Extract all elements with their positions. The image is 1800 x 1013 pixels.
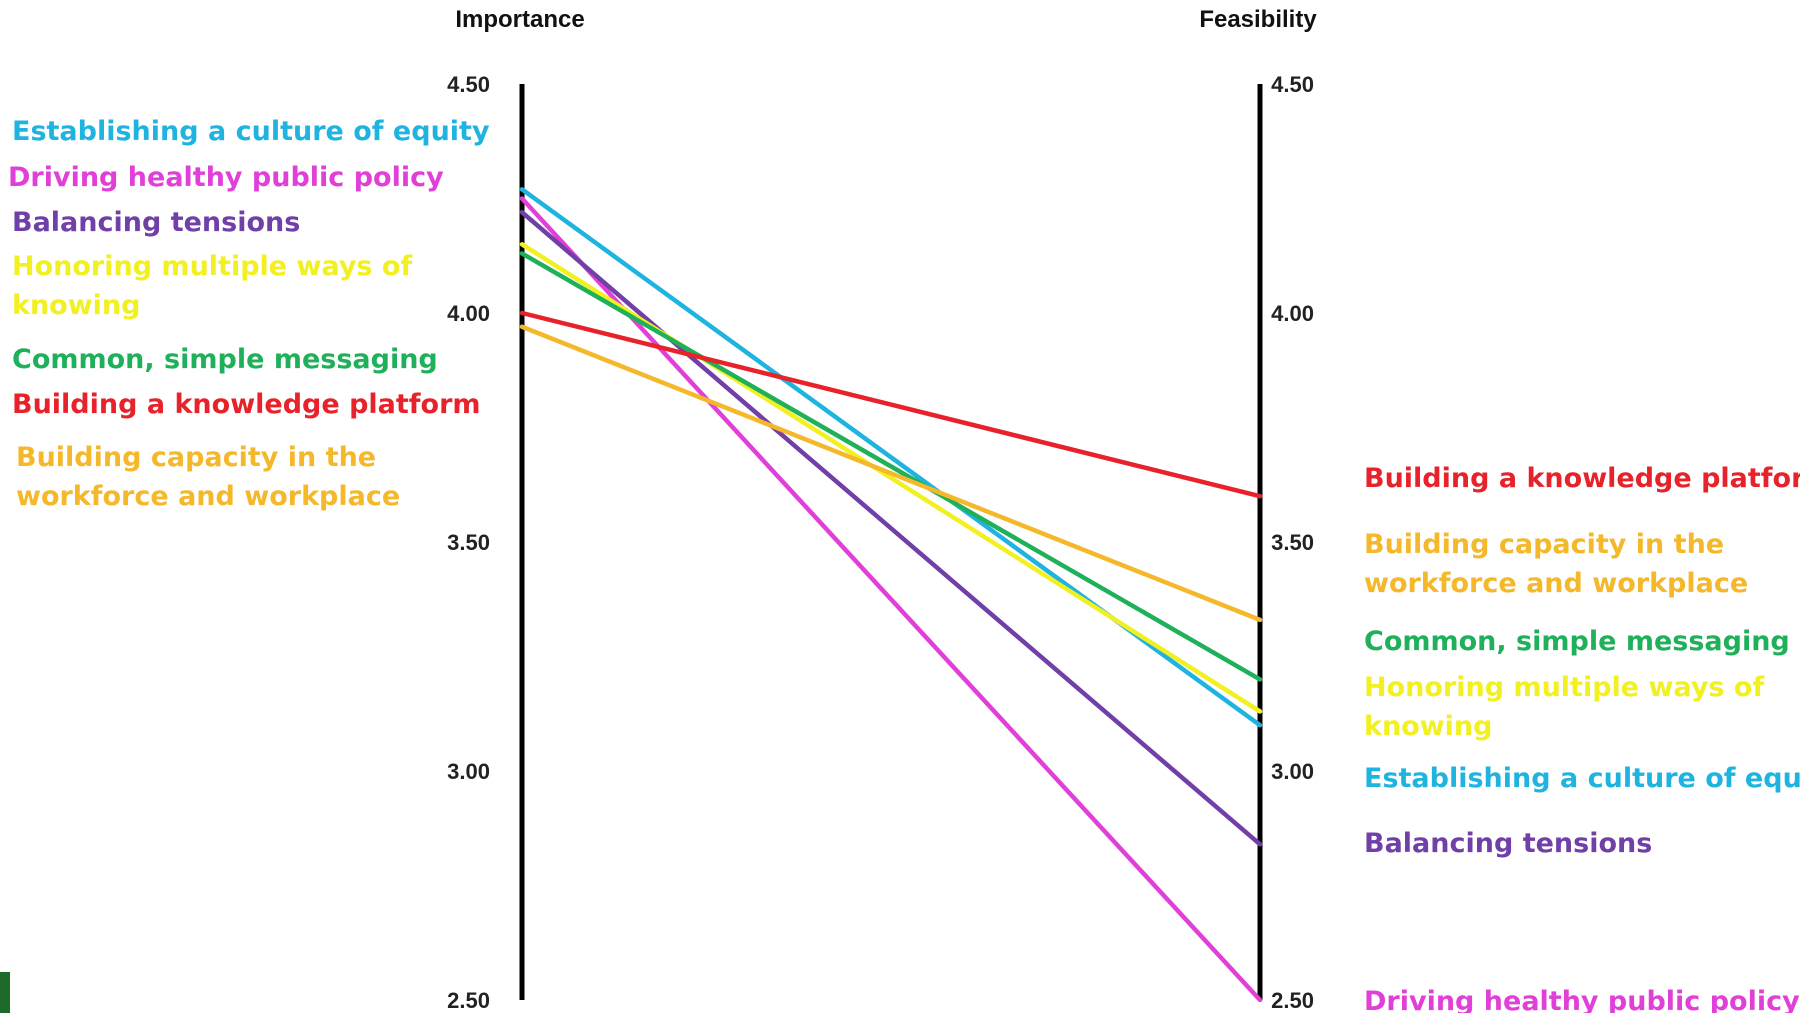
tick-label-right: 4.50 bbox=[1271, 72, 1314, 97]
series-label-left: Building a knowledge platform bbox=[12, 389, 481, 420]
series-label-line: Balancing tensions bbox=[1364, 828, 1652, 859]
tick-label-left: 2.50 bbox=[447, 988, 490, 1013]
series-line bbox=[519, 324, 1263, 623]
corner-mark bbox=[0, 972, 10, 1013]
series-line bbox=[519, 209, 1263, 847]
series-line bbox=[519, 310, 1263, 499]
series-label-line: Honoring multiple ways of bbox=[1364, 672, 1764, 703]
tick-label-right: 3.00 bbox=[1271, 759, 1314, 784]
series-line bbox=[519, 196, 1263, 1003]
series-label-left: Honoring multiple ways of knowing bbox=[12, 251, 412, 321]
series-label-line: knowing bbox=[12, 290, 140, 321]
series-label-line: Common, simple messaging bbox=[1364, 626, 1790, 657]
series-label-right: Establishing a culture of equity bbox=[1364, 763, 1800, 794]
series-label-line: Establishing a culture of equity bbox=[1364, 763, 1800, 794]
series-label-right: Building capacity in the workforce and wo… bbox=[1364, 529, 1748, 599]
series-label-left: Common, simple messaging bbox=[12, 344, 438, 375]
series-label-line: Driving healthy public policy bbox=[1364, 986, 1800, 1013]
series-label-right: Honoring multiple ways of knowing bbox=[1364, 672, 1764, 742]
series-label-left: Building capacity in the workforce and wo… bbox=[16, 442, 400, 512]
tick-label-left: 3.50 bbox=[447, 530, 490, 555]
tick-label-right: 2.50 bbox=[1271, 988, 1314, 1013]
series-label-line: Honoring multiple ways of bbox=[12, 251, 412, 282]
series-label-line: Building a knowledge platform bbox=[12, 389, 481, 420]
series-line bbox=[519, 242, 1263, 714]
series-label-line: Balancing tensions bbox=[12, 207, 300, 238]
series-label-line: Building capacity in the bbox=[1364, 529, 1724, 560]
series-label-line: Common, simple messaging bbox=[12, 344, 438, 375]
series-label-line: Establishing a culture of equity bbox=[12, 116, 490, 147]
series-label-left: Balancing tensions bbox=[12, 207, 300, 238]
series-label-right: Building a knowledge platform bbox=[1364, 463, 1800, 494]
axis-title-importance: Importance bbox=[455, 6, 584, 33]
tick-label-right: 4.00 bbox=[1271, 301, 1314, 326]
tick-label-left: 4.50 bbox=[447, 72, 490, 97]
series-label-right: Balancing tensions bbox=[1364, 828, 1652, 859]
series-label-right: Common, simple messaging bbox=[1364, 626, 1790, 657]
axis-title-feasibility: Feasibility bbox=[1199, 6, 1317, 33]
tick-label-left: 4.00 bbox=[447, 301, 490, 326]
tick-label-right: 3.50 bbox=[1271, 530, 1314, 555]
series-label-line: workforce and workplace bbox=[16, 481, 400, 512]
series-line bbox=[519, 187, 1263, 728]
series-label-line: Driving healthy public policy bbox=[8, 162, 444, 193]
series-label-left: Driving healthy public policy bbox=[8, 162, 444, 193]
series-label-line: workforce and workplace bbox=[1364, 568, 1748, 599]
series-label-right: Driving healthy public policy bbox=[1364, 986, 1800, 1013]
series-label-left: Establishing a culture of equity bbox=[12, 116, 490, 147]
series-label-line: Building a knowledge platform bbox=[1364, 463, 1800, 494]
series-line bbox=[519, 251, 1263, 682]
tick-label-left: 3.00 bbox=[447, 759, 490, 784]
series-label-line: Building capacity in the bbox=[16, 442, 376, 473]
series-label-line: knowing bbox=[1364, 711, 1492, 742]
